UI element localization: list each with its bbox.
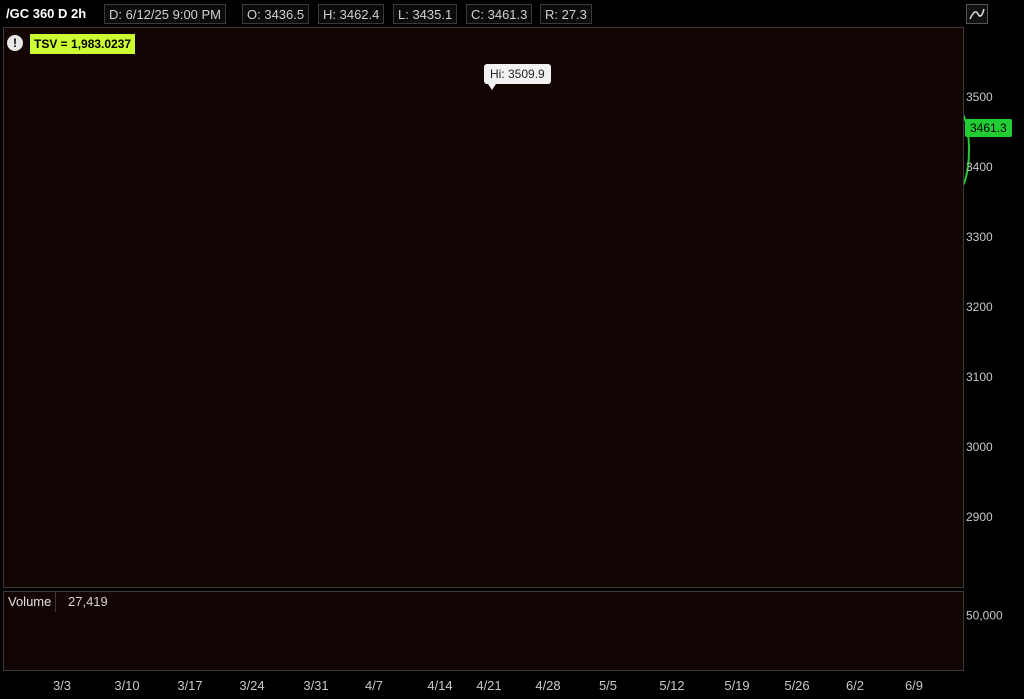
x-axis-label: 3/10 xyxy=(114,678,139,693)
x-axis-label: 5/26 xyxy=(784,678,809,693)
volume-label: Volume xyxy=(4,592,57,612)
last-price-tag: 3461.3 xyxy=(965,119,1012,137)
price-axis-tick: 3300 xyxy=(966,230,993,244)
bar-date: D: 6/12/25 9:00 PM xyxy=(104,4,227,24)
volume-value: 27,419 xyxy=(68,594,108,609)
x-axis-label: 4/14 xyxy=(427,678,452,693)
price-pane[interactable] xyxy=(3,27,964,588)
x-axis-label: 6/2 xyxy=(846,678,864,693)
symbol-label[interactable]: /GC 360 D 2h xyxy=(6,6,87,21)
price-axis-tick: 3100 xyxy=(966,370,993,384)
chart-style-icon[interactable] xyxy=(966,4,988,24)
x-axis-label: 6/9 xyxy=(905,678,923,693)
range-value: R: 27.3 xyxy=(540,4,592,24)
x-axis-label: 3/17 xyxy=(177,678,202,693)
price-axis-tick: 3400 xyxy=(966,160,993,174)
volume-pane[interactable] xyxy=(3,591,964,671)
x-axis-label: 5/12 xyxy=(659,678,684,693)
tsv-study-label[interactable]: TSV = 1,983.0237 xyxy=(30,34,136,54)
price-axis-tick: 3500 xyxy=(966,90,993,104)
price-axis-tick: 3000 xyxy=(966,440,993,454)
close-value: C: 3461.3 xyxy=(466,4,533,24)
x-axis-label: 4/21 xyxy=(476,678,501,693)
x-axis-label: 5/5 xyxy=(599,678,617,693)
price-axis-tick: 2900 xyxy=(966,510,993,524)
x-axis-label: 3/3 xyxy=(53,678,71,693)
high-callout: Hi: 3509.9 xyxy=(484,64,551,90)
price-axis-tick: 3200 xyxy=(966,300,993,314)
x-axis-label: 5/19 xyxy=(724,678,749,693)
x-axis-label: 3/31 xyxy=(303,678,328,693)
high-value: H: 3462.4 xyxy=(318,4,385,24)
x-axis-label: 4/7 xyxy=(365,678,383,693)
x-axis-label: 3/24 xyxy=(239,678,264,693)
volume-axis-tick: 50,000 xyxy=(966,609,1003,623)
chart-header: /GC 360 D 2h D: 6/12/25 9:00 PM O: 3436.… xyxy=(0,0,1024,28)
alert-icon[interactable]: ! xyxy=(7,35,23,51)
open-value: O: 3436.5 xyxy=(242,4,310,24)
x-axis-label: 4/28 xyxy=(535,678,560,693)
low-value: L: 3435.1 xyxy=(393,4,458,24)
